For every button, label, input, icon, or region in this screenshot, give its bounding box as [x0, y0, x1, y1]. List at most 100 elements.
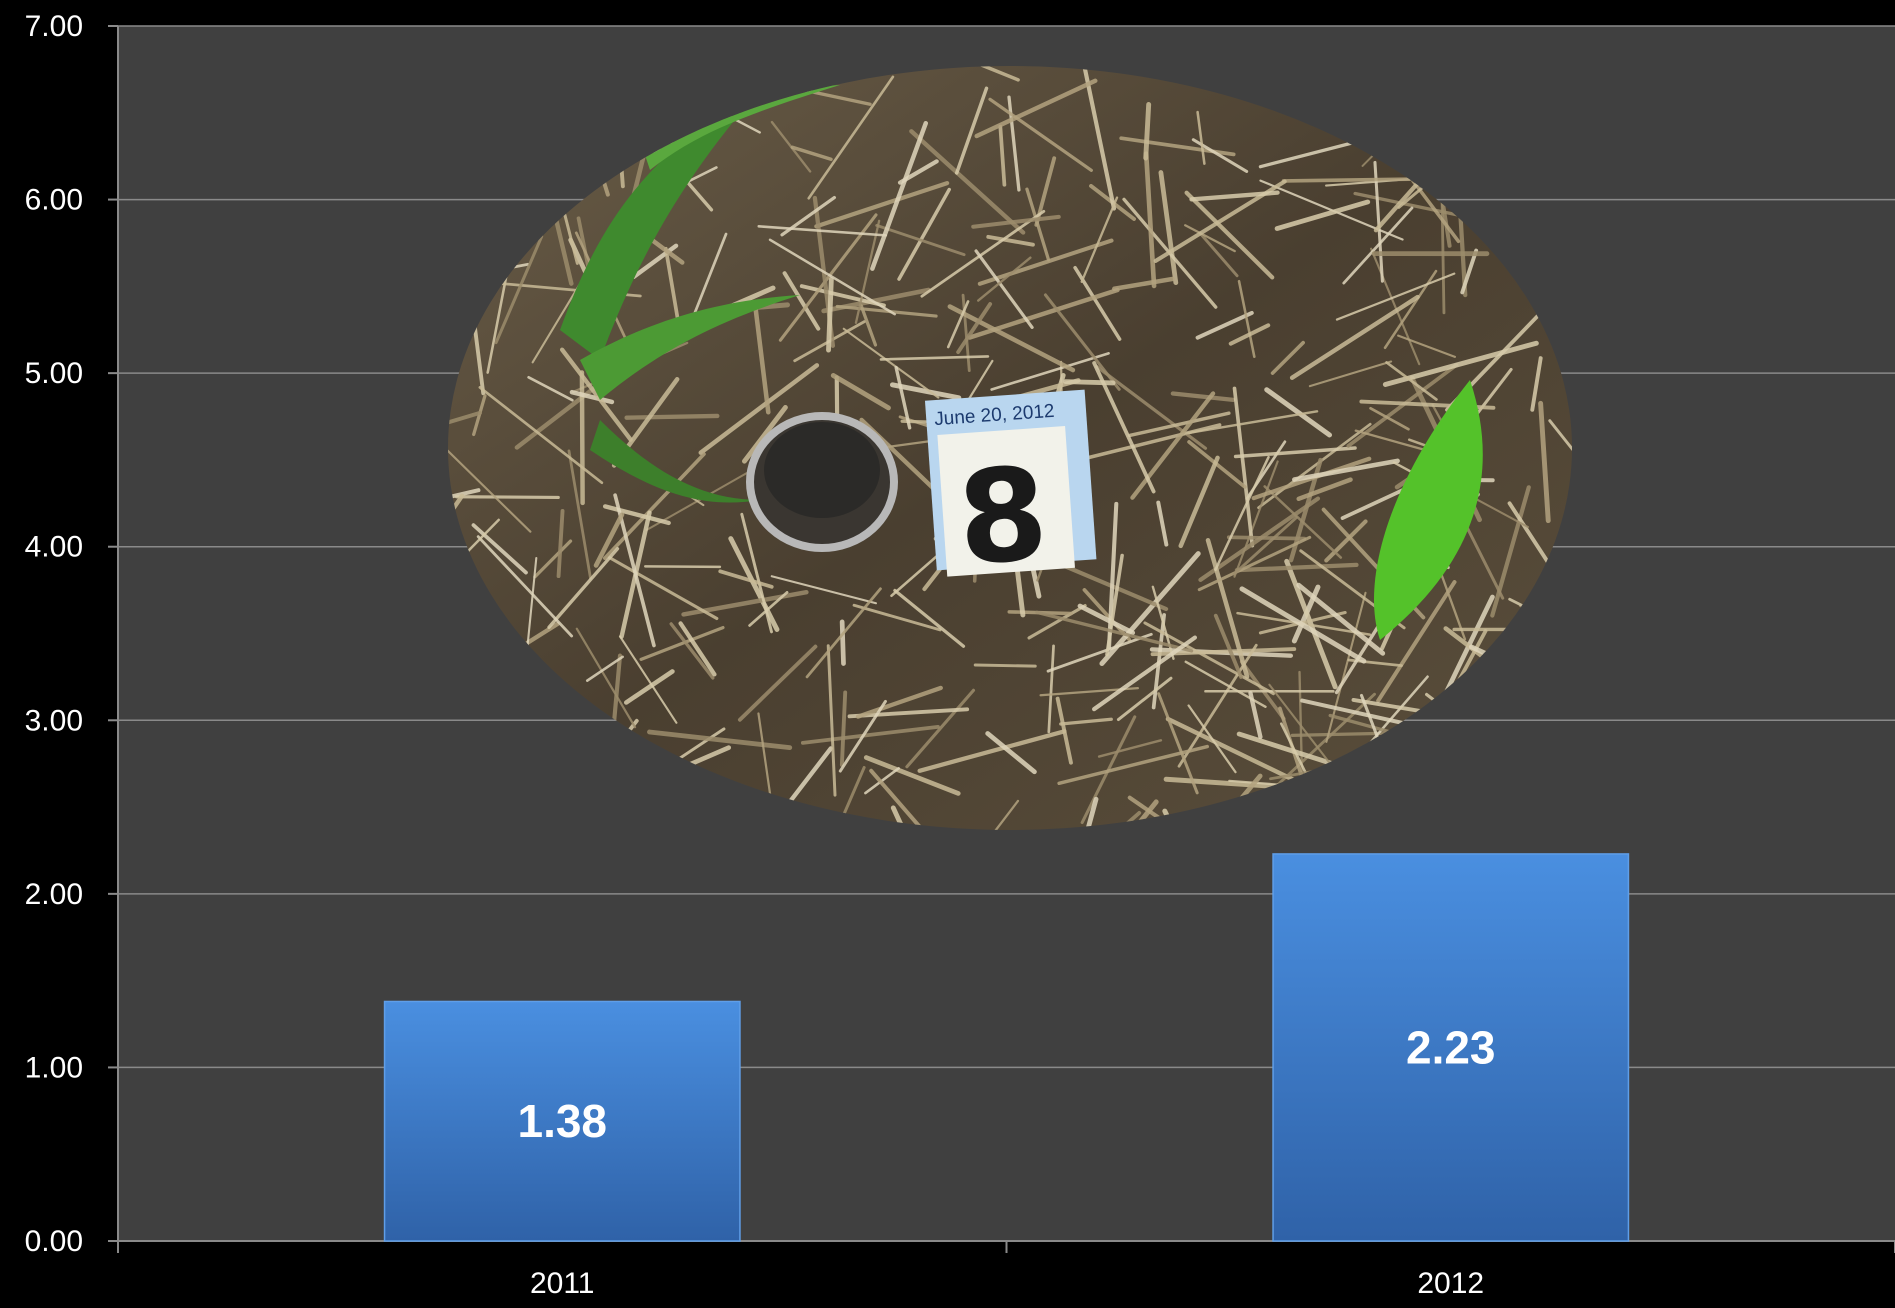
straw [1196, 110, 1206, 165]
straw [770, 575, 878, 605]
straw [974, 78, 1098, 139]
straw [644, 565, 722, 569]
straw [1127, 411, 1231, 438]
straw [1236, 731, 1342, 769]
straw [1335, 272, 1456, 321]
straw [1059, 717, 1113, 726]
straw [718, 569, 774, 589]
straw [805, 587, 882, 679]
y-axis-tick-labels: 0.00 1.00 2.00 3.00 4.00 5.00 6.00 7.00 [25, 10, 83, 1258]
straw [905, 688, 976, 769]
straw [985, 731, 1037, 775]
straw [1092, 361, 1156, 494]
straw [826, 644, 837, 797]
straw [1270, 340, 1305, 375]
straw [835, 304, 938, 318]
straw [647, 729, 793, 751]
y-tick-label: 5.00 [25, 357, 83, 390]
straw [741, 405, 788, 464]
straw [1081, 796, 1099, 830]
straw [969, 66, 1020, 82]
data-label: 2.23 [1406, 1021, 1496, 1073]
straw [639, 625, 725, 661]
straw [757, 225, 888, 237]
x-tick-label: 2012 [1417, 1267, 1484, 1300]
straw [800, 724, 940, 745]
straw [585, 655, 624, 682]
straw [698, 363, 820, 455]
straw [1237, 279, 1256, 358]
straw [971, 214, 1061, 229]
straw [917, 729, 1067, 773]
straw [990, 352, 1110, 391]
straw [1198, 231, 1239, 278]
straw [839, 690, 848, 767]
x-axis-tick-labels: 2011 2012 [530, 1267, 1484, 1300]
straw [847, 707, 970, 719]
x-tick-label: 2011 [530, 1267, 595, 1300]
straw [547, 547, 620, 629]
y-tick-label: 2.00 [25, 878, 83, 911]
straw [1092, 635, 1198, 712]
straw [897, 187, 951, 281]
straw [1105, 553, 1124, 657]
straw [1116, 676, 1173, 722]
straw [750, 746, 833, 830]
straw [920, 209, 1046, 298]
straw [1195, 310, 1254, 340]
straw [814, 181, 950, 229]
straw [780, 195, 837, 237]
straw [863, 755, 961, 796]
straw [947, 304, 1076, 373]
y-tick-label: 7.00 [25, 10, 83, 43]
straw [728, 536, 780, 632]
straw [737, 644, 818, 722]
straw [569, 389, 615, 405]
straw [859, 304, 878, 347]
straw [1095, 364, 1208, 450]
straw [1157, 692, 1199, 795]
straw [869, 768, 958, 830]
straw [1112, 276, 1175, 292]
straw [476, 535, 574, 638]
straw [1274, 199, 1371, 231]
straw [624, 413, 720, 420]
straw [618, 635, 678, 724]
straw [946, 300, 970, 349]
straw [559, 347, 633, 442]
straw [893, 588, 966, 648]
straw [486, 272, 509, 374]
y-tick-label: 6.00 [25, 184, 83, 217]
corn-leaf-3 [590, 420, 760, 503]
straw [986, 234, 1035, 247]
straw [1308, 360, 1393, 388]
straw [556, 509, 565, 579]
straw [579, 370, 585, 506]
straw [1205, 538, 1250, 679]
data-labels: 1.38 2.23 [517, 1021, 1495, 1147]
straw [527, 375, 574, 402]
straw [1198, 496, 1321, 582]
straw [448, 488, 481, 502]
straw [567, 449, 592, 580]
straw [575, 627, 637, 729]
straw [974, 249, 1034, 329]
straw [956, 302, 993, 355]
straw [988, 97, 1093, 172]
straw [533, 539, 573, 579]
straw [1077, 603, 1136, 636]
straw [669, 622, 715, 680]
straw [1097, 739, 1163, 758]
straw [1233, 446, 1357, 459]
y-tick-label: 4.00 [25, 531, 83, 564]
straw [1063, 379, 1116, 386]
straw [494, 235, 544, 345]
straw [1370, 247, 1421, 366]
straw [1234, 562, 1359, 573]
straw [1057, 744, 1210, 786]
straw [1170, 391, 1236, 402]
straw [807, 75, 895, 200]
straw [879, 355, 990, 361]
straw [1197, 535, 1312, 592]
